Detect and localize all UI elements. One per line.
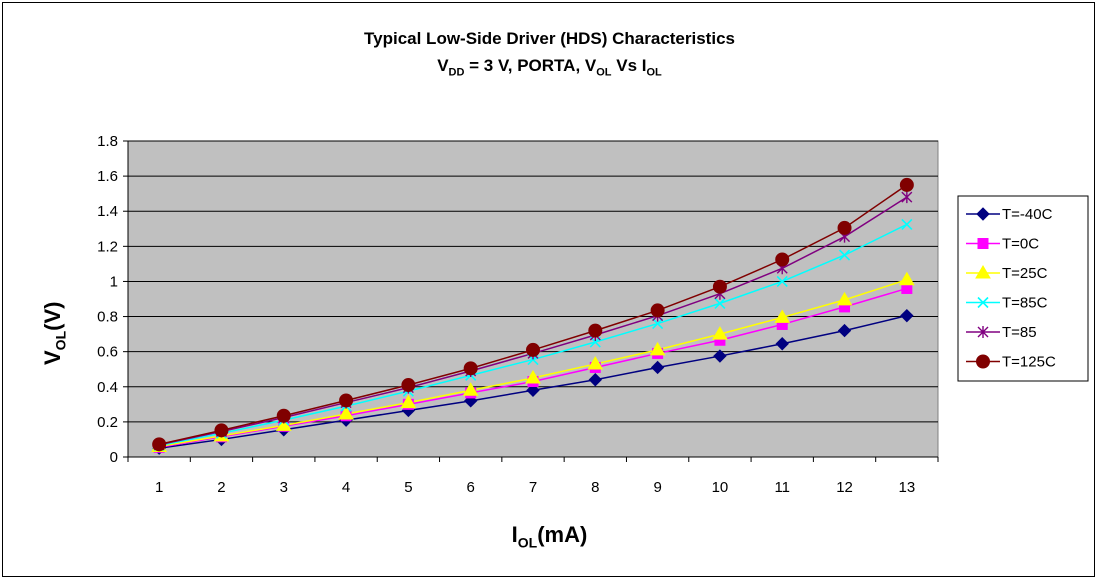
data-point <box>526 383 540 397</box>
data-point <box>152 437 167 452</box>
data-point <box>652 318 664 330</box>
x-tick-label: 9 <box>653 479 661 496</box>
data-point <box>901 191 913 204</box>
x-tick-label: 3 <box>280 479 288 496</box>
subtitle-iol-sub: OL <box>646 66 662 79</box>
y-axis-label-sub: OL <box>52 330 69 351</box>
legend-label: T=85 <box>1002 324 1037 341</box>
data-point <box>338 405 354 420</box>
plot-area <box>127 140 939 458</box>
data-point <box>588 323 603 338</box>
y-tick-label: 0.4 <box>97 379 118 396</box>
x-tick-label: 8 <box>591 479 599 496</box>
data-point <box>713 349 727 363</box>
y-axis-label-main: V <box>40 350 65 365</box>
data-point <box>774 309 791 323</box>
data-point <box>714 297 726 309</box>
y-tick-label: 0.2 <box>97 414 118 431</box>
x-tick-label: 10 <box>712 479 729 496</box>
y-axis-label-wrap: VOL(V) <box>22 245 92 395</box>
data-point <box>901 218 913 230</box>
data-point <box>650 360 665 375</box>
legend-marker <box>976 354 990 369</box>
y-tick-label: 1 <box>110 273 118 290</box>
data-point <box>588 373 603 387</box>
data-point <box>276 408 291 423</box>
data-point <box>776 275 788 288</box>
legend-marker <box>977 238 989 249</box>
subtitle-middle: = 3 V, PORTA, V <box>464 56 597 75</box>
data-point <box>837 220 852 235</box>
data-point <box>837 323 852 338</box>
y-tick-label: 1.2 <box>97 238 118 255</box>
x-tick-label: 5 <box>404 479 412 496</box>
y-tick-label: 1.6 <box>97 168 118 185</box>
x-tick-label: 12 <box>836 479 853 496</box>
data-point <box>775 337 789 351</box>
y-tick-label: 1.8 <box>97 133 118 150</box>
subtitle-v-sub: DD <box>448 66 465 79</box>
y-tick-label: 0 <box>110 449 118 466</box>
y-axis-label-rest: (V) <box>40 301 65 331</box>
y-tick-label: 0.8 <box>97 309 118 326</box>
legend-label: T=25C <box>1002 265 1048 282</box>
data-point <box>463 361 478 376</box>
y-tick-label: 1.4 <box>97 203 118 220</box>
data-point <box>214 423 229 438</box>
legend-label: T=85C <box>1002 295 1048 312</box>
x-tick-label: 1 <box>155 479 163 496</box>
chart-subtitle: VDD = 3 V, PORTA, VOL Vs IOL <box>0 56 1099 78</box>
y-tick-label: 0.6 <box>97 344 118 361</box>
data-point <box>525 370 541 384</box>
chart-title: Typical Low-Side Driver (HDS) Characteri… <box>364 29 735 48</box>
legend-marker <box>977 296 989 309</box>
legend-label: T=125C <box>1002 354 1056 371</box>
data-point <box>712 326 728 340</box>
data-point <box>339 393 354 408</box>
data-point <box>526 342 540 357</box>
x-axis-label: IOL(mA) <box>0 522 1099 550</box>
legend-marker <box>975 265 991 279</box>
data-point <box>898 271 915 286</box>
x-axis-label-rest: (mA) <box>537 522 588 547</box>
data-point <box>650 303 665 318</box>
subtitle-ol-sub: OL <box>596 66 612 79</box>
data-point <box>900 308 914 323</box>
subtitle-vs: Vs I <box>611 56 647 75</box>
data-point <box>899 177 914 192</box>
legend-label: T=-40C <box>1002 206 1053 223</box>
legend-marker <box>976 207 990 221</box>
data-point <box>775 252 790 267</box>
x-tick-label: 13 <box>899 479 916 496</box>
legend-marker <box>977 326 989 338</box>
data-point <box>587 355 604 370</box>
x-axis-label-main: I <box>511 522 518 547</box>
data-point <box>400 394 417 409</box>
x-tick-label: 4 <box>342 479 350 496</box>
x-axis-label-sub: OL <box>517 534 538 551</box>
data-point <box>401 378 416 393</box>
y-axis-label: VOL(V) <box>40 302 68 365</box>
data-point <box>712 279 727 294</box>
legend-label: T=0C <box>1002 236 1039 253</box>
x-tick-label: 6 <box>467 479 475 496</box>
x-tick-label: 7 <box>529 479 537 496</box>
legend <box>957 195 1089 382</box>
subtitle-v: V <box>437 56 449 75</box>
data-point <box>838 249 851 261</box>
data-point <box>649 341 666 356</box>
data-point <box>836 291 853 306</box>
x-tick-label: 11 <box>774 479 790 496</box>
data-point <box>462 382 479 396</box>
x-tick-label: 2 <box>217 479 225 496</box>
